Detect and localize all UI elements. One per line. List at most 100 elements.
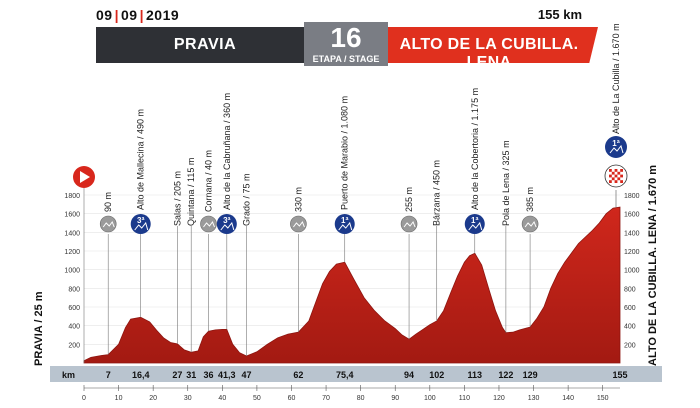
point-label: Alto de la Cobertoria / 1.175 m [470, 88, 480, 210]
mountain-icon [403, 220, 416, 228]
y-tick-label-right: 1200 [624, 249, 640, 256]
start-city-banner: PRAVIA [96, 27, 314, 63]
intermediate-point-icon [200, 215, 217, 233]
point-label: Alto de la Cabruñana / 360 m [222, 93, 232, 210]
date-day: 09 [96, 7, 113, 23]
y-tick-label-left: 800 [68, 286, 80, 293]
finish-flag-square [611, 171, 615, 175]
km-ruler-label: 130 [528, 395, 540, 402]
finish-flag-square [614, 180, 618, 183]
km-band [50, 366, 662, 382]
elevation-profile-area [83, 206, 621, 364]
km-ruler-label: 20 [149, 395, 157, 402]
climb-category-label: 1ª [612, 139, 619, 148]
mountain-icon [203, 220, 215, 228]
km-ruler-label: 10 [115, 395, 123, 402]
y-tick-label-left: 400 [68, 324, 80, 331]
date-separator: | [139, 7, 144, 23]
y-tick-label-left: 1800 [64, 193, 80, 200]
km-marker-label: 155 [612, 370, 627, 380]
mountain-icon [524, 220, 537, 228]
point-label: Alto de Mallecina / 490 m [136, 109, 146, 210]
stage-badge: 16 ETAPA / STAGE [304, 22, 388, 66]
y-tick-label-right: 1600 [624, 212, 640, 219]
km-marker-label: 75,4 [336, 370, 354, 380]
date-year: 2019 [146, 7, 180, 23]
km-ruler-label: 140 [562, 395, 574, 402]
finish-flag-square [609, 169, 612, 172]
finish-flag-square [611, 177, 615, 181]
km-marker-label: 7 [106, 370, 111, 380]
km-marker-label: 113 [467, 370, 482, 380]
y-tick-label-right: 1000 [624, 268, 640, 275]
start-city-name: PRAVIA [173, 36, 237, 53]
point-label: 90 m [103, 192, 113, 212]
km-marker-label: 36 [203, 370, 213, 380]
date-month: 09 [121, 7, 138, 23]
y-tick-label-left: 1400 [64, 230, 80, 237]
mountain-icon [468, 221, 483, 231]
mountain-icon [102, 220, 115, 228]
km-ruler-label: 30 [184, 395, 192, 402]
km-ruler-label: 100 [424, 395, 436, 402]
point-label: Pola de Lena / 325 m [501, 140, 511, 226]
finish-flag-square [609, 180, 612, 183]
start-elevation-label: PRAVIA / 25 m [33, 291, 45, 366]
finish-elevation-label: ALTO DE LA CUBILLA. LENA / 1.670 m [647, 165, 659, 366]
point-label: Cornana / 40 m [203, 150, 213, 212]
stage-label: ETAPA / STAGE [312, 54, 380, 64]
point-label: Grado / 75 m [242, 173, 252, 226]
km-ruler-label: 40 [218, 395, 226, 402]
y-tick-label-right: 400 [624, 324, 636, 331]
climb-category-label: 1ª [341, 216, 348, 225]
intermediate-point-icon [99, 215, 117, 233]
stage-distance: 155 km [537, 7, 582, 22]
point-label: 330 m [293, 187, 303, 212]
y-tick-label-right: 1400 [624, 230, 640, 237]
point-label: 385 m [525, 187, 535, 212]
finish-city-banner: ALTO DE LA CUBILLA. LENA [380, 27, 598, 63]
km-marker-label: 41,3 [218, 370, 236, 380]
km-band-label: km [62, 370, 75, 380]
mountain-icon [609, 144, 624, 154]
climb-category-label: 3ª [223, 216, 230, 225]
y-tick-label-right: 600 [624, 305, 636, 312]
km-ruler-label: 110 [459, 395, 470, 402]
mountain-icon [134, 221, 149, 231]
finish-flag-square [609, 174, 612, 178]
y-tick-label-right: 200 [624, 342, 636, 349]
km-marker-label: 27 [172, 370, 182, 380]
y-tick-label-right: 1800 [624, 193, 640, 200]
intermediate-point-icon [290, 215, 307, 233]
km-marker-label: 102 [429, 370, 444, 380]
date-separator: | [114, 7, 119, 23]
finish-flag-square [617, 171, 621, 175]
km-ruler-label: 90 [391, 395, 399, 402]
point-label: Alto de La Cubilla / 1.670 m [611, 23, 621, 134]
point-label: Salas / 205 m [172, 171, 182, 226]
finish-flag-square [617, 177, 621, 181]
point-label: Quintana / 115 m [186, 158, 196, 226]
finish-flag-square [620, 169, 623, 172]
finish-flag-square [614, 174, 618, 178]
km-marker-label: 31 [186, 370, 196, 380]
mountain-icon [293, 220, 305, 228]
point-label: 255 m [404, 187, 414, 212]
finish-flag-square [614, 169, 618, 172]
finish-city-name: ALTO DE LA CUBILLA. LENA [399, 36, 579, 71]
point-label: Bárzana / 450 m [432, 160, 442, 226]
play-icon [80, 171, 90, 183]
km-ruler-label: 0 [82, 395, 86, 402]
y-tick-label-left: 1200 [64, 249, 80, 256]
y-tick-label-left: 600 [68, 305, 80, 312]
km-ruler-label: 80 [357, 395, 365, 402]
y-tick-label-left: 1000 [64, 268, 80, 275]
intermediate-point-icon [400, 215, 418, 233]
y-tick-label-left: 200 [68, 342, 80, 349]
point-label: Puerto de Marabio / 1.080 m [340, 96, 350, 210]
km-ruler-label: 50 [253, 395, 261, 402]
y-tick-label-left: 1600 [64, 212, 80, 219]
y-tick-label-right: 800 [624, 286, 636, 293]
km-marker-label: 122 [498, 370, 513, 380]
